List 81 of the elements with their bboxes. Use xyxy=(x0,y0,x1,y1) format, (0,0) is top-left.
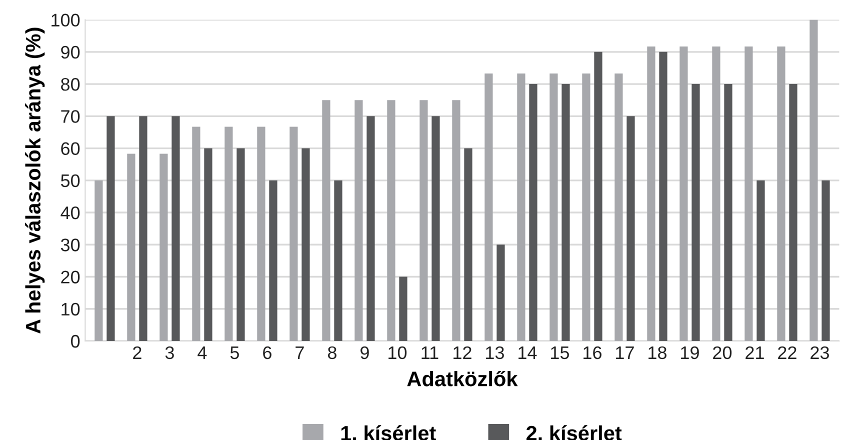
x-tick-label: 16 xyxy=(584,346,602,360)
bar xyxy=(626,116,635,341)
x-tick-label: 23 xyxy=(810,346,829,360)
bar xyxy=(582,73,590,341)
y-tick-label: 10 xyxy=(62,302,80,316)
y-tick-label: 50 xyxy=(60,174,80,188)
x-tick-label: 6 xyxy=(263,346,272,360)
y-tick-label: 80 xyxy=(61,78,80,91)
x-tick-label: 2 xyxy=(133,346,142,359)
bar xyxy=(562,84,570,341)
x-tick-label: 11 xyxy=(422,346,438,359)
bar xyxy=(594,52,602,341)
x-tick-label: 10 xyxy=(388,346,407,360)
bar xyxy=(789,84,798,341)
bar xyxy=(236,148,245,341)
bar xyxy=(399,276,408,341)
bar xyxy=(822,180,830,341)
bar xyxy=(680,46,688,341)
x-tick-label: 9 xyxy=(360,346,369,360)
bar xyxy=(420,100,428,341)
bar xyxy=(647,46,656,341)
bar xyxy=(106,116,115,341)
y-tick-label: 70 xyxy=(61,110,80,123)
x-tick-label: 8 xyxy=(328,346,336,360)
x-tick-label: 14 xyxy=(518,346,537,359)
x-tick-label: 5 xyxy=(230,346,239,360)
bar xyxy=(550,73,558,341)
bar xyxy=(484,73,493,341)
bar xyxy=(366,116,375,341)
bar xyxy=(334,180,342,341)
bar xyxy=(529,84,538,341)
x-tick-label: 13 xyxy=(486,346,504,360)
y-tick-label: 30 xyxy=(60,238,80,252)
bar xyxy=(496,244,505,341)
bar xyxy=(432,116,440,341)
bar xyxy=(224,126,233,341)
bar xyxy=(614,73,623,341)
bar xyxy=(269,180,278,341)
bar xyxy=(387,100,396,341)
bar xyxy=(354,100,363,341)
bar xyxy=(756,180,765,341)
x-tick-label: 20 xyxy=(713,346,732,360)
bar xyxy=(744,46,753,341)
bar xyxy=(692,84,700,341)
y-tick-label: 100 xyxy=(52,14,80,27)
bar xyxy=(160,154,168,341)
x-tick-label: 19 xyxy=(681,346,699,360)
bar xyxy=(302,148,310,341)
bar xyxy=(139,116,148,341)
bar xyxy=(810,20,818,341)
bar xyxy=(517,73,526,341)
bar xyxy=(464,148,472,341)
bar xyxy=(172,116,180,341)
bar xyxy=(94,180,103,341)
bar xyxy=(204,148,212,341)
bar xyxy=(452,100,460,341)
bar xyxy=(127,154,136,341)
y-tick-label: 20 xyxy=(61,270,80,284)
bar xyxy=(659,52,668,341)
x-tick-label: 4 xyxy=(198,346,207,359)
x-tick-label: 3 xyxy=(165,346,174,360)
bar xyxy=(192,126,200,341)
x-tick-label: 7 xyxy=(296,346,304,359)
y-tick-label: 60 xyxy=(61,142,80,155)
bar xyxy=(257,126,266,341)
x-tick-label: 22 xyxy=(778,346,796,359)
x-tick-label: 21 xyxy=(746,346,764,359)
x-axis-title: Adatközlők xyxy=(407,371,518,386)
x-tick-label: 15 xyxy=(551,346,569,360)
y-axis-title: A helyes válaszolók aránya (%) xyxy=(25,28,45,334)
y-tick-label: 40 xyxy=(60,206,80,220)
y-tick-label: 90 xyxy=(61,46,80,59)
bar xyxy=(322,100,330,341)
bar xyxy=(724,84,732,341)
bar xyxy=(712,46,720,341)
x-tick-label: 17 xyxy=(616,346,634,359)
x-tick-label: 18 xyxy=(648,346,666,360)
bar xyxy=(777,46,786,341)
x-tick-label: 12 xyxy=(454,346,472,359)
bar xyxy=(290,126,298,341)
y-tick-label: 0 xyxy=(71,334,80,348)
